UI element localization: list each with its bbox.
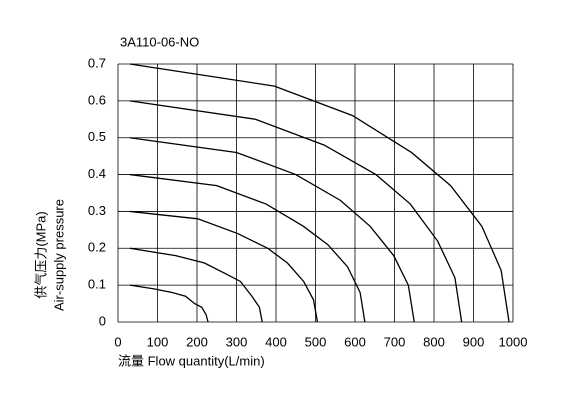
curve	[129, 173, 366, 323]
y-tick-label: 0.4	[88, 166, 106, 181]
curve	[129, 63, 510, 323]
x-tick-label: 900	[463, 334, 485, 349]
curve	[129, 247, 263, 323]
chart-title: 3A110-06-NO	[120, 34, 199, 49]
y-tick-label: 0.2	[88, 240, 106, 255]
curve	[129, 210, 319, 323]
y-tick-label: 0.1	[88, 277, 106, 292]
y-axis-label: Air-supply pressure	[51, 199, 66, 311]
y-tick-label: 0.7	[88, 55, 106, 70]
x-tick-label: 300	[226, 334, 248, 349]
curve	[129, 137, 415, 323]
y-axis-label: 供气压力(MPa)	[33, 211, 48, 298]
x-tick-label: 100	[147, 334, 169, 349]
x-tick-label: 1000	[499, 334, 528, 349]
x-tick-label: 700	[384, 334, 406, 349]
curve	[129, 100, 463, 323]
x-tick-label: 800	[423, 334, 445, 349]
x-axis-label: 流量 Flow quantity(L/min)	[118, 353, 265, 368]
y-tick-label: 0	[99, 313, 106, 328]
x-tick-label: 600	[344, 334, 366, 349]
x-tick-label: 400	[265, 334, 287, 349]
y-tick-label: 0.3	[88, 203, 106, 218]
x-tick-label: 200	[186, 334, 208, 349]
y-tick-label: 0.6	[88, 92, 106, 107]
y-tick-label: 0.5	[88, 129, 106, 144]
x-tick-label: 500	[305, 334, 327, 349]
curve	[129, 284, 209, 323]
x-tick-label: 0	[114, 334, 121, 349]
